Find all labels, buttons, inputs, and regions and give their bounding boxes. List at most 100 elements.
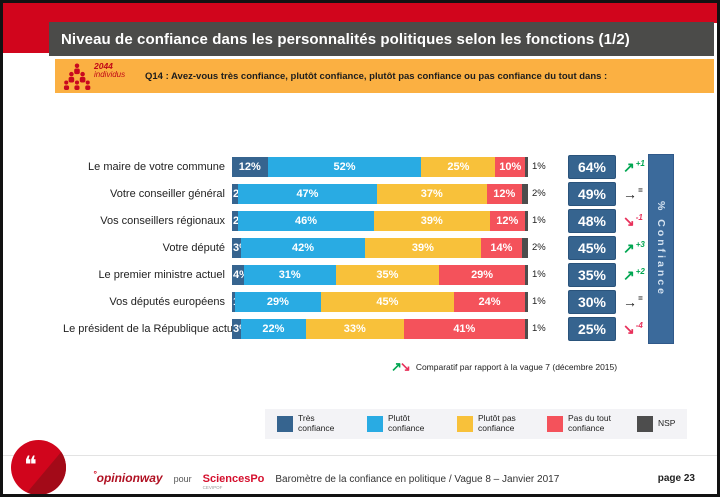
segment-value: 25% bbox=[447, 160, 470, 173]
segment-value: 37% bbox=[420, 187, 443, 200]
segment-value: 33% bbox=[343, 322, 366, 335]
partner-name: SciencesPo bbox=[202, 473, 265, 485]
legend-label: Plutôt confiance bbox=[388, 413, 425, 433]
trend-down-icon: ↘-4 bbox=[623, 320, 643, 337]
chart-legend: Très confiance Plutôt confiance Plutôt pas… bbox=[265, 409, 688, 439]
legend-item: NSP bbox=[637, 415, 675, 432]
down-arrow-icon: ↘ bbox=[399, 359, 411, 374]
segment-value: 12% bbox=[493, 187, 516, 200]
category-label: Votre conseiller général bbox=[110, 187, 225, 200]
sample-size-text: 2044 individus bbox=[94, 61, 125, 80]
quote-icon: ❝ bbox=[24, 452, 37, 479]
bar-segment: 42% bbox=[240, 237, 366, 258]
legend-item: Plutôt confiance bbox=[367, 413, 442, 434]
bar-segment: 4% bbox=[232, 264, 249, 285]
stacked-bar: 1%29%45%24% bbox=[232, 291, 528, 312]
segment-value: 41% bbox=[453, 322, 476, 335]
confidence-total: 48% bbox=[568, 208, 616, 233]
segment-value: 45% bbox=[376, 295, 399, 308]
stacked-bar: 2%47%37%12% bbox=[232, 183, 528, 204]
legend-label: Plutôt pas confiance bbox=[478, 413, 516, 433]
bar-segment: 35% bbox=[335, 264, 440, 285]
bar-segment bbox=[525, 318, 528, 339]
segment-value: 29% bbox=[471, 268, 494, 281]
category-label: Vos conseillers régionaux bbox=[100, 214, 225, 227]
bar-segment: 25% bbox=[421, 156, 496, 177]
bar-segment bbox=[525, 291, 528, 312]
segment-value: 31% bbox=[278, 268, 301, 281]
trend-delta: = bbox=[638, 293, 643, 303]
segment-value: 29% bbox=[266, 295, 289, 308]
bar-segment: 39% bbox=[365, 237, 481, 258]
nsp-value: 1% bbox=[532, 215, 546, 226]
chart-row: Vos conseillers régionaux2%46%39%12%1%48… bbox=[63, 207, 659, 234]
bar-segment bbox=[525, 156, 528, 177]
top-red-band bbox=[3, 3, 717, 23]
bar-segment: 14% bbox=[480, 237, 523, 258]
segment-value: 22% bbox=[262, 322, 285, 335]
segment-value: 24% bbox=[478, 295, 501, 308]
bar-segment: 41% bbox=[403, 318, 526, 339]
trend-flat-icon: →= bbox=[623, 185, 643, 202]
trend-delta: +2 bbox=[635, 266, 645, 276]
left-red-band bbox=[3, 3, 50, 53]
chart-row: Vos députés européens1%29%45%24%1%30%→= bbox=[63, 288, 659, 315]
footer: °opinionway pour SciencesPo CEVIPOF Baro… bbox=[93, 469, 559, 491]
bar-segment: 29% bbox=[234, 291, 321, 312]
bar-segment bbox=[525, 264, 528, 285]
trend-up-icon: ↗+1 bbox=[623, 158, 645, 175]
legend-item: Pas du tout confiance bbox=[547, 413, 622, 434]
chart-row: Le premier ministre actuel 4% 31% 35% 29% 1% 3… bbox=[63, 261, 659, 288]
confidence-total: 30% bbox=[568, 289, 616, 314]
bar-segment: 24% bbox=[453, 291, 525, 312]
legend-item: Très confiance bbox=[277, 413, 352, 434]
opinionway-quote-logo: ❝ bbox=[11, 440, 66, 494]
stacked-bar: 3% 42% 39% 14% bbox=[232, 237, 528, 258]
legend-label: Pas du tout confiance bbox=[568, 413, 612, 433]
nsp-value: 1% bbox=[532, 296, 546, 307]
bar-segment: 12% bbox=[486, 183, 523, 204]
confidence-total: 49% bbox=[568, 181, 616, 206]
category-label: Le premier ministre actuel bbox=[98, 268, 225, 281]
legend-swatch bbox=[367, 415, 383, 432]
brand-name: opinionway bbox=[96, 471, 163, 485]
confidence-total: 45% bbox=[568, 235, 616, 260]
legend-swatch bbox=[277, 415, 293, 432]
nsp-value: 1% bbox=[532, 269, 546, 280]
pour-label: pour bbox=[173, 474, 192, 484]
trend-down-icon: ↘-1 bbox=[623, 212, 643, 229]
segment-value: 39% bbox=[411, 241, 434, 254]
footer-divider bbox=[3, 455, 717, 456]
category-label: Le maire de votre commune bbox=[88, 160, 225, 173]
stacked-bar: 12% 52% 25% 10% bbox=[232, 156, 528, 177]
trend-delta: -1 bbox=[635, 212, 643, 222]
page-title-text: Niveau de confiance dans les personnalit… bbox=[61, 30, 630, 48]
comparison-note-text: Comparatif par rapport à la vague 7 (déc… bbox=[415, 362, 618, 372]
bar-segment: 47% bbox=[237, 183, 378, 204]
segment-value: 46% bbox=[294, 214, 317, 227]
nsp-value: 2% bbox=[532, 242, 546, 253]
legend-swatch bbox=[457, 415, 473, 432]
segment-value: 47% bbox=[296, 187, 319, 200]
chart-row: Le président de la République actuel3% 22… bbox=[63, 315, 659, 342]
segment-value: 14% bbox=[490, 241, 513, 254]
opinionway-logo: °opinionway bbox=[93, 469, 163, 485]
bar-segment: 12% bbox=[232, 156, 268, 177]
category-label: Vos députés européens bbox=[109, 295, 225, 308]
partner-sub: CEVIPOF bbox=[202, 485, 223, 490]
nsp-value: 2% bbox=[532, 188, 546, 199]
confidence-axis-label: % Confiance bbox=[655, 200, 667, 297]
chart-row: Le maire de votre commune 12% 52% 25% 10% 1% 6… bbox=[63, 153, 659, 180]
bar-segment: 10% bbox=[495, 156, 526, 177]
bar-segment bbox=[522, 183, 528, 204]
bar-segment: 22% bbox=[240, 318, 306, 339]
bar-segment bbox=[525, 210, 528, 231]
nsp-value: 1% bbox=[532, 323, 546, 334]
segment-value: 52% bbox=[333, 160, 356, 173]
sample-count: 2044 bbox=[94, 61, 113, 71]
category-label: Le président de la République actuel bbox=[63, 322, 242, 335]
confidence-total: 35% bbox=[568, 262, 616, 287]
trend-delta: -4 bbox=[635, 320, 643, 330]
trend-delta: = bbox=[638, 185, 643, 195]
